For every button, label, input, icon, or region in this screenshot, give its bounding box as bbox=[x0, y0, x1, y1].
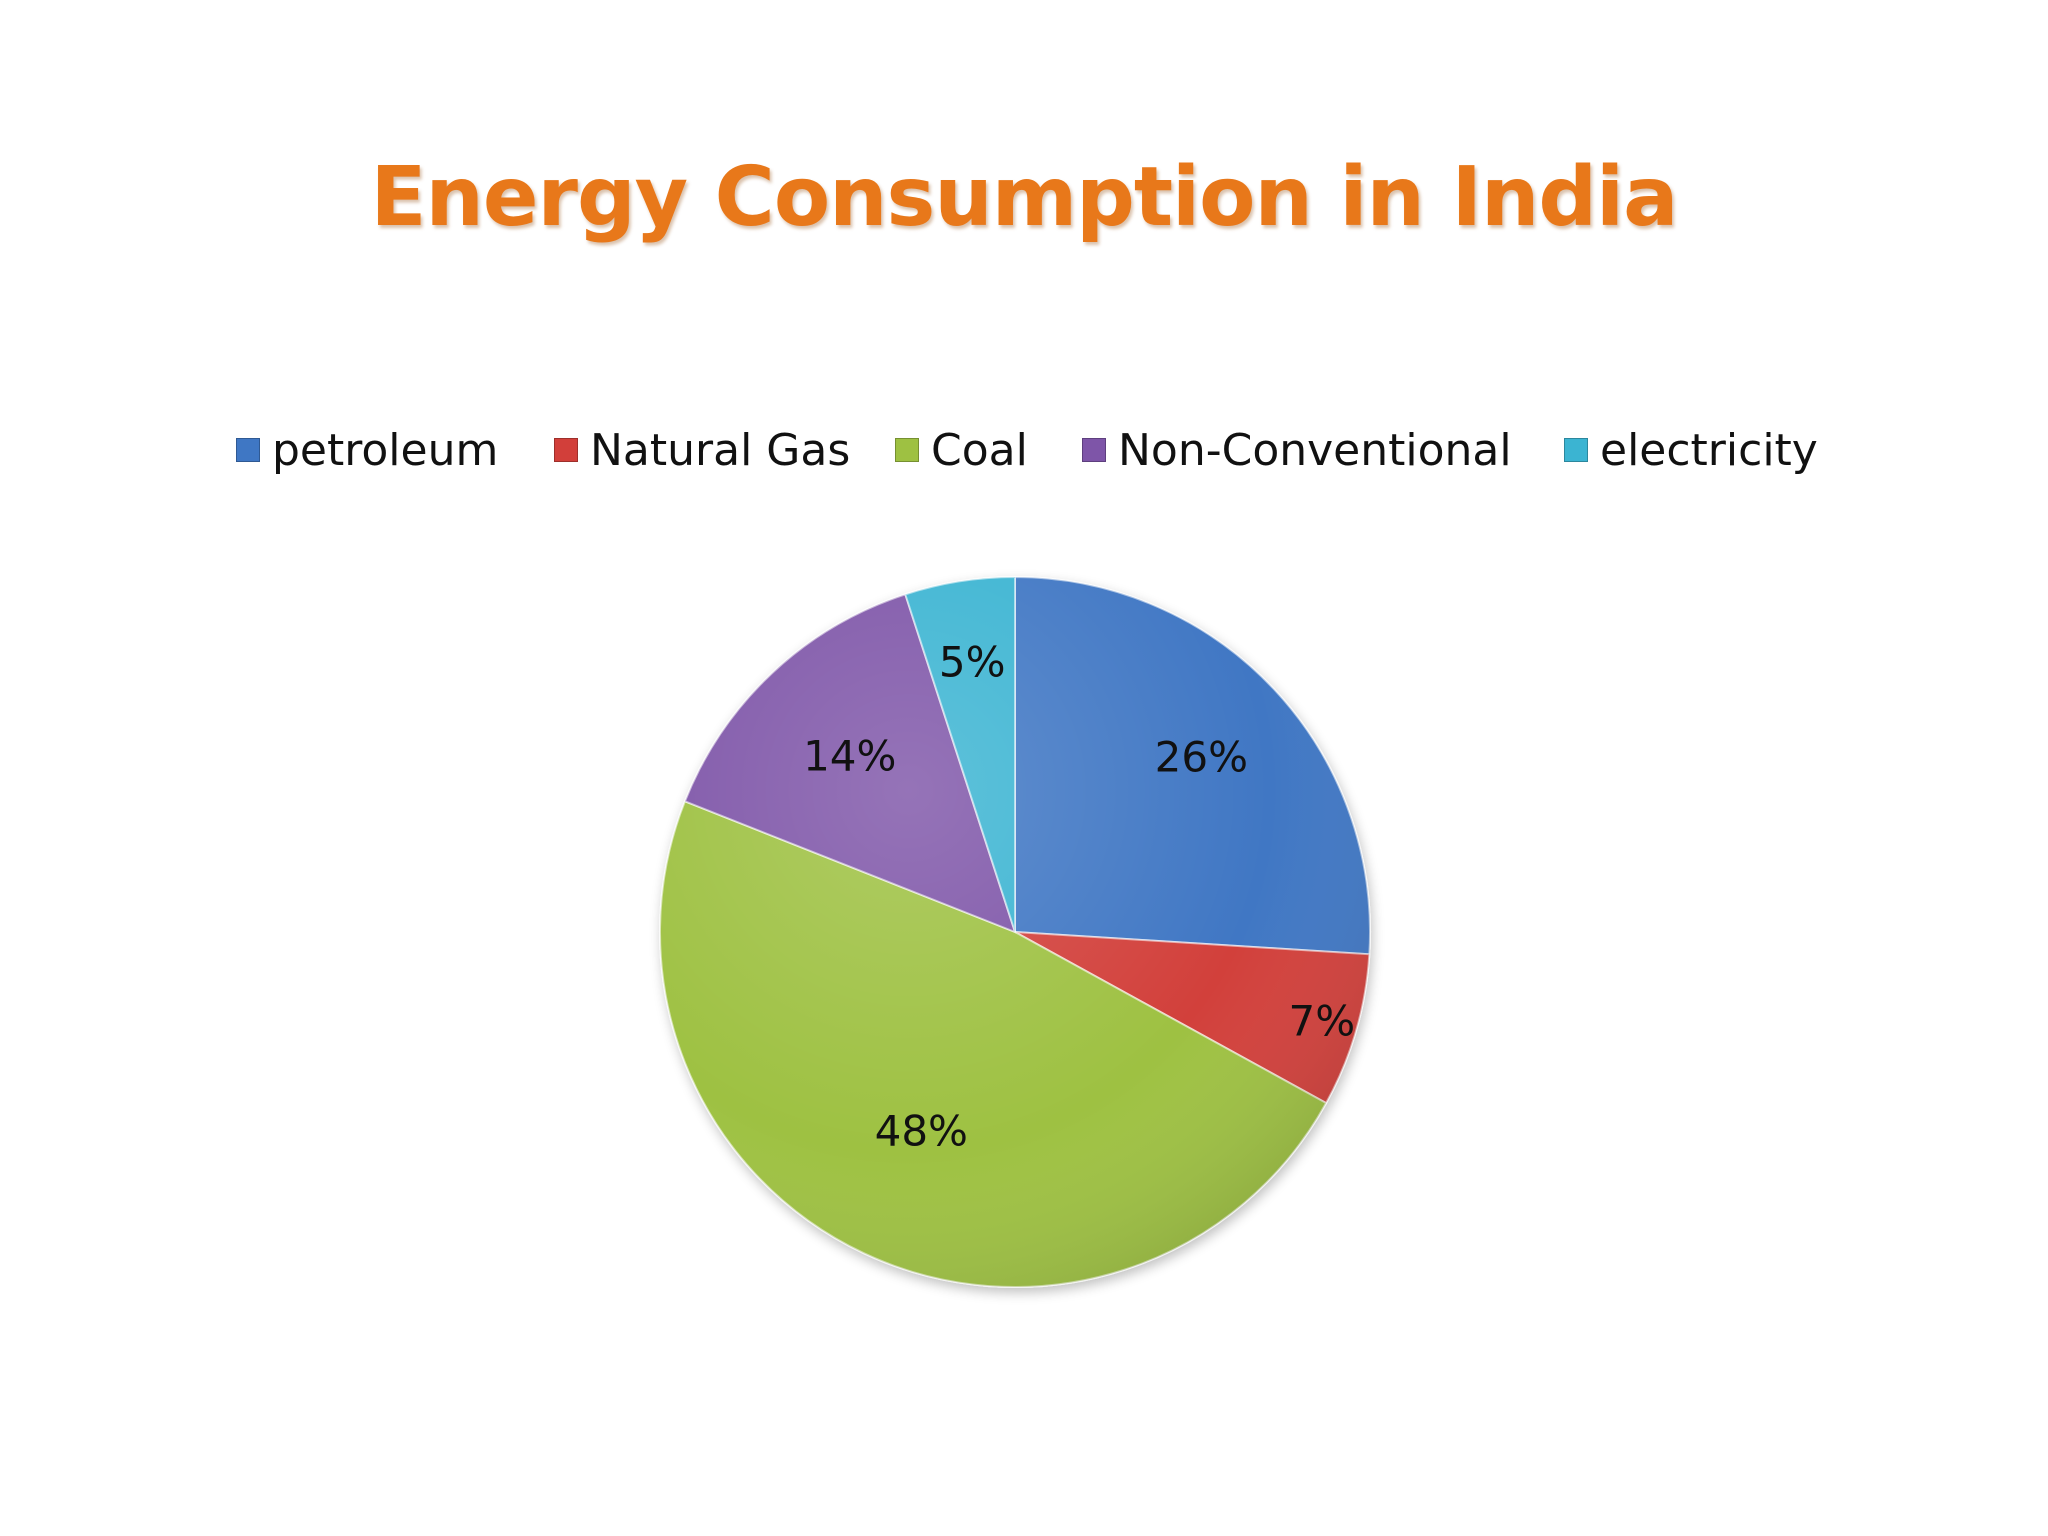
legend-swatch-natural-gas bbox=[554, 438, 578, 462]
chart-legend: petroleum Natural Gas Coal Non-Conventio… bbox=[232, 418, 1832, 482]
legend-label-non-conventional: Non-Conventional bbox=[1118, 424, 1512, 476]
legend-item-petroleum: petroleum bbox=[236, 418, 498, 482]
legend-label-coal: Coal bbox=[931, 424, 1028, 476]
pie-data-labels: 26% 7% 48% 14% 5% bbox=[803, 638, 1355, 1156]
chart-title: Energy Consumption in India bbox=[370, 150, 1679, 245]
legend-item-electricity: electricity bbox=[1564, 418, 1818, 482]
legend-item-natural-gas: Natural Gas bbox=[554, 418, 850, 482]
legend-item-coal: Coal bbox=[895, 418, 1028, 482]
legend-swatch-petroleum bbox=[236, 438, 260, 462]
legend-swatch-coal bbox=[895, 438, 919, 462]
data-label-coal: 48% bbox=[875, 1107, 968, 1156]
legend-item-non-conventional: Non-Conventional bbox=[1082, 418, 1512, 482]
legend-swatch-electricity bbox=[1564, 438, 1588, 462]
pie-shading bbox=[660, 577, 1370, 1287]
legend-label-natural-gas: Natural Gas bbox=[590, 424, 851, 476]
data-label-petroleum: 26% bbox=[1155, 733, 1248, 782]
data-label-electricity: 5% bbox=[939, 638, 1006, 687]
legend-swatch-non-conventional bbox=[1082, 438, 1106, 462]
legend-label-petroleum: petroleum bbox=[272, 424, 499, 476]
data-label-non-conventional: 14% bbox=[803, 732, 896, 781]
data-label-natural-gas: 7% bbox=[1288, 997, 1355, 1046]
legend-label-electricity: electricity bbox=[1600, 424, 1818, 476]
